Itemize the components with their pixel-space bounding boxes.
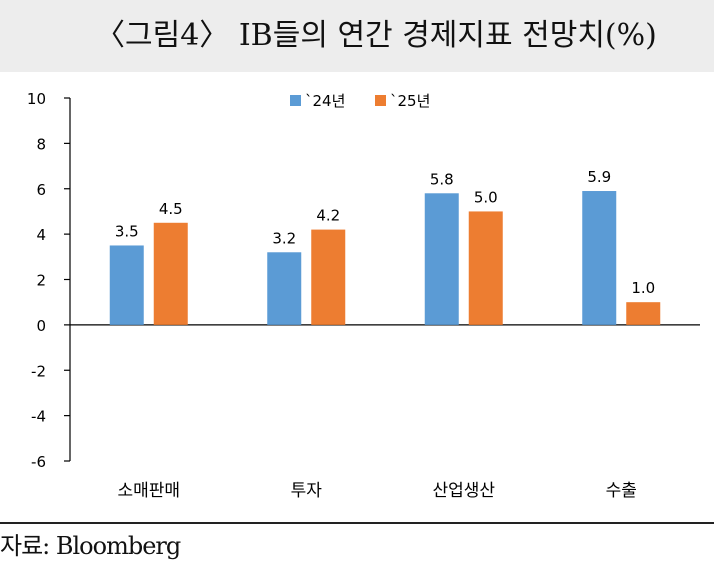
category-label: 산업생산 bbox=[432, 481, 495, 501]
y-tick-label: 8 bbox=[36, 135, 46, 153]
legend-label: `24년 bbox=[305, 92, 345, 110]
legend-swatch-24 bbox=[290, 95, 301, 106]
figure-title: 〈그림4〉 IB들의 연간 경제지표 전망치(%) bbox=[95, 18, 657, 53]
bar-25 bbox=[153, 222, 188, 325]
data-label: 5.8 bbox=[430, 170, 454, 188]
y-tick-label: 10 bbox=[27, 90, 46, 108]
category-label: 소매판매 bbox=[117, 481, 180, 501]
bar-chart: 10 8 6 4 2 0 -2 -4 -6 3.5 4.5 소매판매 3.2 4.2 투자 5.8 5.0 산업생… bbox=[27, 90, 700, 501]
data-label: 4.2 bbox=[316, 207, 340, 225]
data-label: 4.5 bbox=[159, 200, 183, 218]
data-label: 3.5 bbox=[115, 222, 139, 240]
title-band: 〈그림4〉 IB들의 연간 경제지표 전망치(%) bbox=[0, 0, 714, 72]
y-tick-label: 2 bbox=[36, 272, 46, 290]
bar-25 bbox=[468, 211, 503, 325]
y-tick-label: 0 bbox=[36, 317, 46, 335]
bar-24 bbox=[582, 191, 617, 325]
y-tick-label: 6 bbox=[36, 181, 46, 199]
source-note: 자료: Bloomberg bbox=[0, 532, 181, 560]
y-tick-label: -4 bbox=[31, 408, 46, 426]
bar-24 bbox=[109, 245, 144, 325]
data-label: 3.2 bbox=[272, 229, 296, 247]
y-tick-label: 4 bbox=[36, 226, 46, 244]
bar-24 bbox=[267, 252, 302, 325]
bar-25 bbox=[311, 229, 346, 325]
bar-25 bbox=[626, 302, 661, 325]
bottom-rule bbox=[0, 522, 714, 524]
data-label: 5.0 bbox=[474, 188, 498, 206]
category-label: 수출 bbox=[606, 481, 637, 501]
y-tick-label: -2 bbox=[31, 362, 46, 380]
data-label: 5.9 bbox=[587, 168, 611, 186]
legend-label: `25년 bbox=[390, 92, 430, 110]
bar-24 bbox=[424, 193, 459, 325]
legend-swatch-25 bbox=[375, 95, 386, 106]
y-tick-label: -6 bbox=[31, 453, 46, 471]
category-label: 투자 bbox=[291, 481, 323, 501]
data-label: 1.0 bbox=[631, 279, 655, 297]
